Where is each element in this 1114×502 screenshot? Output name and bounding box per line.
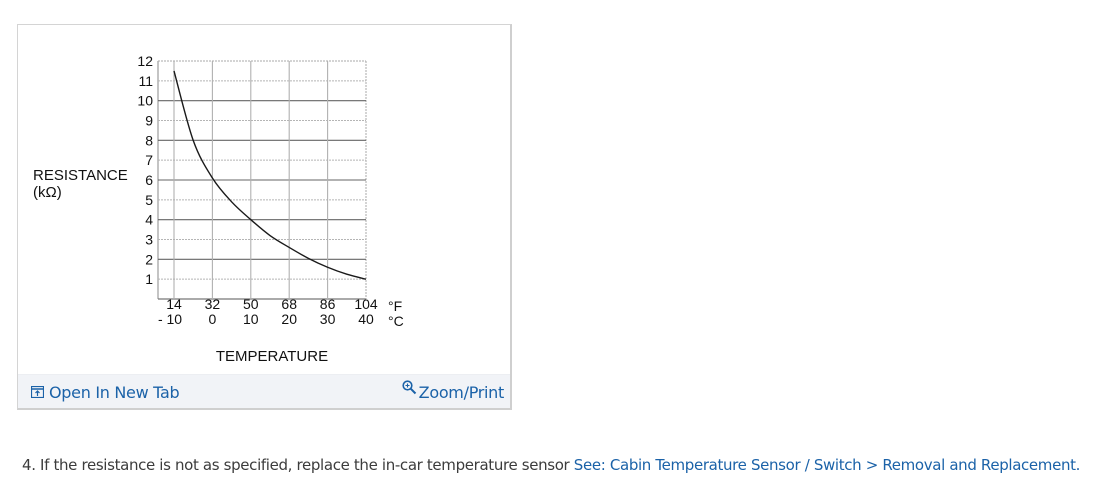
svg-text:4: 4 [145, 212, 153, 228]
instruction-step: 4. If the resistance is not as specified… [22, 456, 1080, 474]
svg-text:20: 20 [281, 311, 297, 327]
svg-text:0: 0 [209, 311, 217, 327]
figure-frame: 1 2 3 4 5 6 7 8 9 10 11 12 14- 10 32 0 50 10 68 20 86 30 104… [17, 24, 512, 410]
svg-text:9: 9 [145, 113, 153, 129]
svg-text:- 10: - 10 [158, 311, 182, 327]
svg-text:5: 5 [145, 192, 153, 208]
chart-grid [157, 60, 367, 300]
svg-text:3: 3 [145, 232, 153, 248]
svg-text:2: 2 [145, 251, 153, 267]
svg-text:40: 40 [358, 311, 374, 327]
svg-text:12: 12 [137, 53, 153, 69]
svg-text:11: 11 [138, 73, 153, 89]
svg-text:10: 10 [137, 93, 153, 109]
y-axis-label: RESISTANCE [33, 167, 128, 184]
zoom-magnifier-icon [402, 380, 417, 399]
step-number: 4. [22, 456, 36, 474]
svg-text:30: 30 [320, 311, 336, 327]
svg-text:°C: °C [388, 313, 404, 329]
open-new-tab-icon [30, 383, 45, 402]
figure-footer: Open In New Tab Zoom/Print [18, 374, 510, 408]
zoom-print-link[interactable]: Zoom/Print [402, 380, 505, 402]
svg-text:32: 32 [205, 296, 221, 312]
svg-text:14: 14 [166, 296, 182, 312]
svg-text:10: 10 [243, 311, 259, 327]
resistance-curve [173, 70, 367, 280]
open-in-new-tab-label: Open In New Tab [49, 383, 180, 402]
y-axis-unit: (kΩ) [33, 184, 62, 201]
cabin-temperature-sensor-link[interactable]: See: Cabin Temperature Sensor / Switch >… [573, 456, 1081, 474]
svg-text:6: 6 [145, 172, 153, 188]
svg-text:86: 86 [320, 296, 336, 312]
svg-text:68: 68 [281, 296, 297, 312]
svg-text:50: 50 [243, 296, 259, 312]
step-text: If the resistance is not as specified, r… [40, 456, 570, 474]
svg-text:104: 104 [354, 296, 378, 312]
zoom-print-label: Zoom/Print [418, 383, 505, 402]
x-axis-label: TEMPERATURE [216, 348, 328, 365]
open-in-new-tab-link[interactable]: Open In New Tab [30, 383, 180, 402]
svg-text:7: 7 [145, 152, 153, 168]
svg-text:°F: °F [388, 298, 402, 314]
svg-text:1: 1 [145, 271, 153, 287]
svg-text:8: 8 [145, 132, 153, 148]
